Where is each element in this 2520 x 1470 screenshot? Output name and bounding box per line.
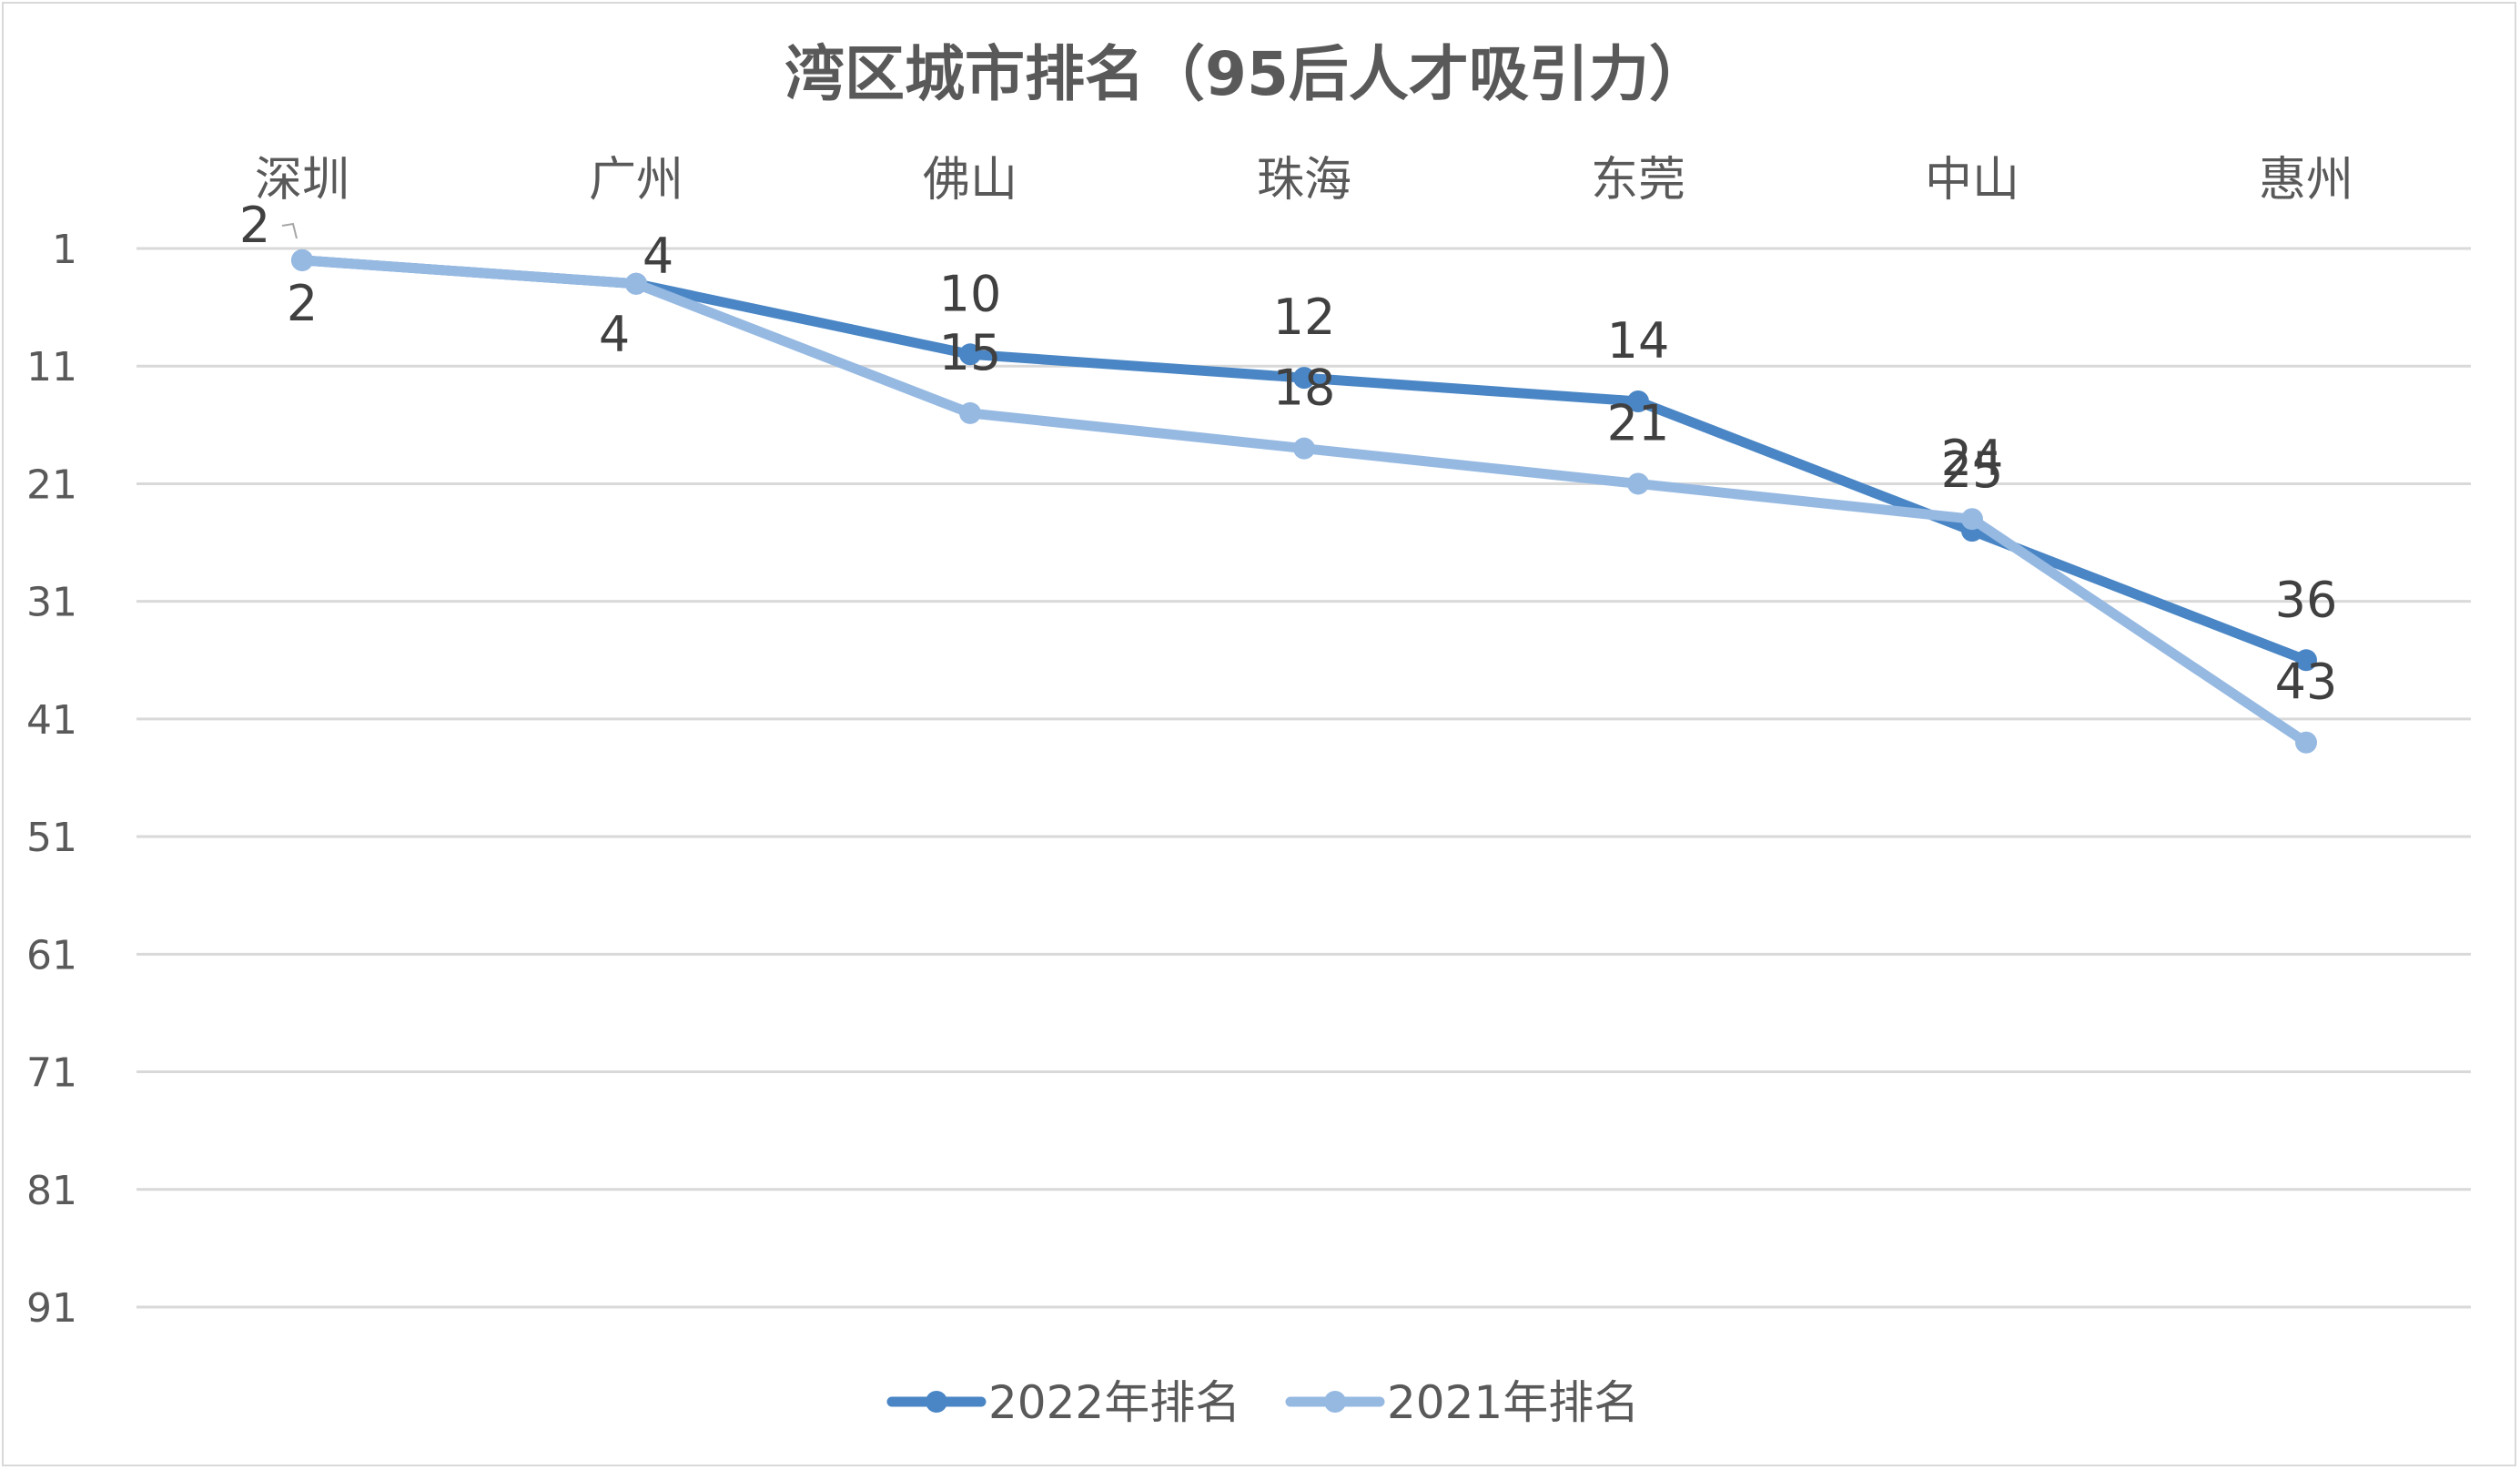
data-label: 25: [1941, 441, 2004, 499]
legend-label: 2022年排名: [988, 1376, 1240, 1429]
y-tick-label: 11: [26, 344, 77, 390]
data-label: 2: [239, 197, 270, 254]
data-point: [2295, 649, 2317, 672]
series-lines: [291, 248, 2317, 754]
y-tick-label: 81: [26, 1168, 77, 1214]
label-leader-line: [281, 222, 298, 239]
data-label: 12: [1273, 289, 1336, 346]
y-tick-label: 41: [26, 697, 77, 744]
gridlines: [137, 247, 2471, 1309]
y-tick-label: 31: [26, 580, 77, 626]
y-tick-label: 61: [26, 932, 77, 978]
data-point: [1961, 508, 1983, 531]
y-tick-label: 21: [26, 461, 77, 508]
data-point: [1293, 437, 1315, 460]
category-label: 广州: [589, 153, 683, 208]
data-label: 4: [643, 228, 673, 285]
data-point: [1293, 367, 1315, 390]
data-point: [1627, 472, 1649, 495]
category-labels: 深圳 广州 佛山 珠海 东莞 中山 惠州: [255, 153, 2353, 208]
legend-marker: [926, 1391, 947, 1413]
data-label: 24: [1941, 430, 2004, 487]
data-point: [959, 343, 981, 366]
category-label: 惠州: [2259, 153, 2353, 208]
data-label: 18: [1273, 360, 1336, 417]
data-label: 15: [939, 324, 1002, 381]
data-label: 43: [2275, 654, 2338, 711]
data-point: [291, 248, 313, 271]
data-label: 36: [2275, 571, 2338, 628]
category-label: 佛山: [923, 153, 1017, 208]
legend: 2022年排名 2021年排名: [886, 1376, 1639, 1429]
y-tick-label: 1: [52, 227, 77, 273]
data-label: 2: [287, 275, 318, 332]
chart-title: 湾区城市排名（95后人才吸引力）: [784, 39, 1709, 109]
data-label: 21: [1607, 394, 1670, 451]
data-point: [959, 401, 981, 424]
legend-marker: [1324, 1391, 1346, 1413]
data-point: [2295, 731, 2317, 754]
category-label: 东莞: [1591, 153, 1685, 208]
y-tick-label: 71: [26, 1050, 77, 1097]
y-tick-label: 51: [26, 815, 77, 861]
legend-item: 2021年排名: [1285, 1376, 1639, 1429]
legend-item: 2022年排名: [886, 1376, 1240, 1429]
category-label: 深圳: [255, 153, 349, 208]
category-label: 中山: [1925, 153, 2019, 208]
data-point: [625, 272, 647, 295]
data-point: [1627, 390, 1649, 412]
data-label: 4: [599, 306, 630, 363]
data-label: 10: [939, 265, 1002, 322]
legend-label: 2021年排名: [1387, 1376, 1639, 1429]
data-label: 14: [1607, 312, 1670, 370]
y-tick-label: 91: [26, 1285, 77, 1332]
category-label: 珠海: [1257, 153, 1351, 208]
